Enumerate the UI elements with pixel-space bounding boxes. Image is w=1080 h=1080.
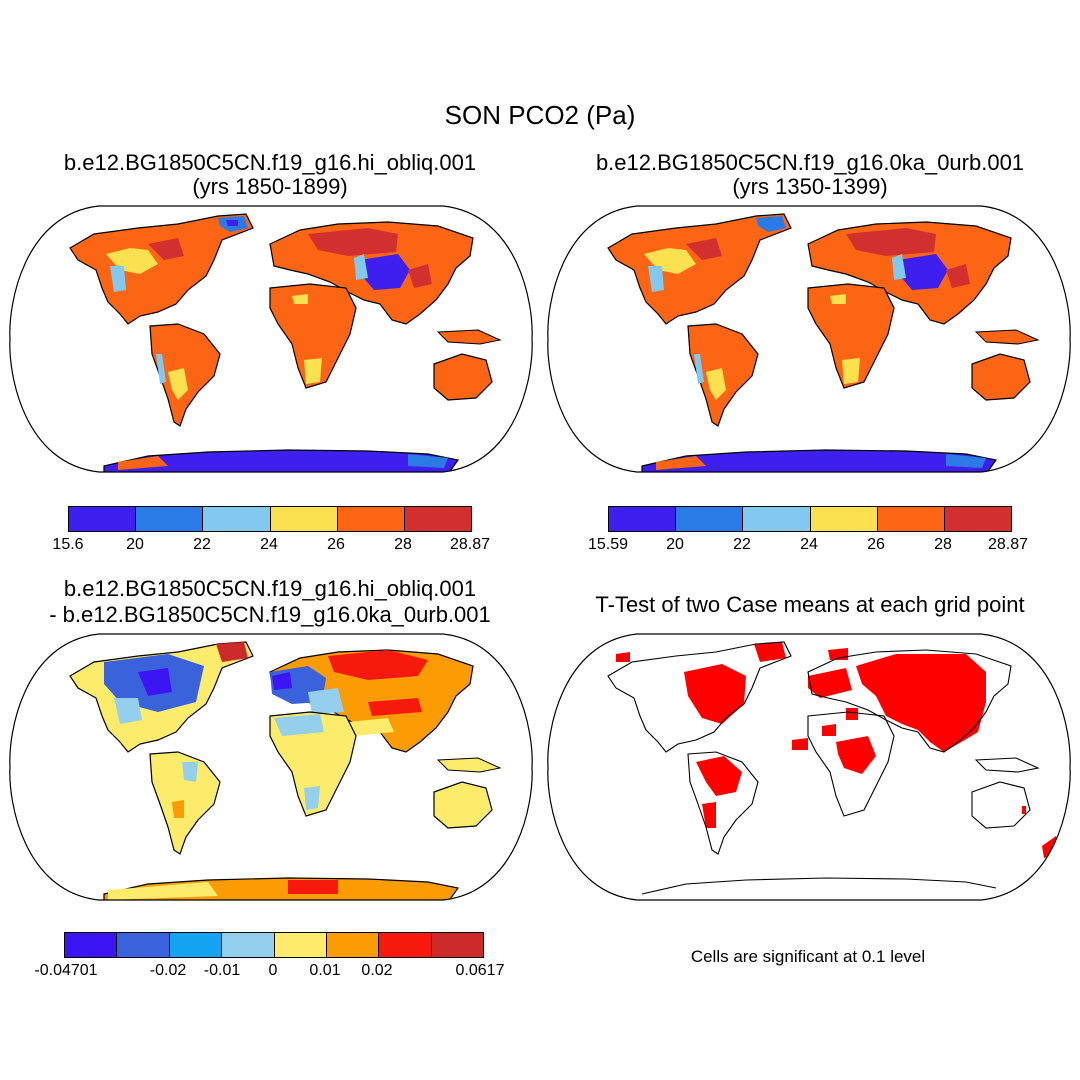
colorbar-segment: [609, 507, 677, 531]
colorbar-bottom-left: [64, 932, 484, 958]
antarctica: [103, 449, 460, 472]
colorbar-label: 24: [800, 536, 818, 553]
colorbar-segment: [743, 507, 811, 531]
colorbar-segment: [169, 933, 223, 957]
south-america: [149, 751, 221, 855]
colorbar-label: -0.02: [149, 962, 187, 979]
panel-subtitle-bottom-left: - b.e12.BG1850C5CN.f19_g16.0ka_0urb.001: [49, 602, 491, 627]
north-america: [607, 213, 792, 325]
colorbar-label: 22: [193, 536, 211, 553]
panel-title-bottom-right: T-Test of two Case means at each grid po…: [595, 592, 1025, 617]
colorbar-segment: [270, 507, 338, 531]
colorbar-label: 28.87: [987, 536, 1029, 553]
panel-title-top-right: b.e12.BG1850C5CN.f19_g16.0ka_0urb.001: [595, 150, 1025, 175]
colorbar-segment: [431, 933, 483, 957]
colorbar-label: 22: [733, 536, 751, 553]
colorbar-segment: [65, 933, 118, 957]
colorbar-segment: [404, 507, 472, 531]
colorbar-top-left: [68, 506, 472, 532]
colorbar-label: 15.59: [587, 536, 629, 553]
australia: [971, 353, 1031, 401]
colorbar-segment: [117, 933, 170, 957]
colorbar-segment: [203, 507, 271, 531]
colorbar-segment: [379, 933, 432, 957]
colorbar-label: 15.6: [52, 536, 84, 553]
colorbar-label: 0.01: [309, 962, 341, 979]
colorbar-label: 28: [934, 536, 952, 553]
significant-cells: [616, 642, 1058, 858]
australia: [433, 781, 493, 829]
colorbar-label: 24: [260, 536, 278, 553]
colorbar-label: 20: [666, 536, 684, 553]
significance-note: Cells are significant at 0.1 level: [690, 947, 926, 966]
colorbar-segment: [69, 507, 137, 531]
colorbar-label: 26: [867, 536, 885, 553]
colorbar-segment: [877, 507, 945, 531]
africa: [807, 283, 895, 389]
colorbar-segment: [326, 933, 380, 957]
north-america: [69, 213, 254, 325]
australia: [433, 353, 493, 401]
map-top-right: [547, 205, 1071, 473]
colorbar-label: 0.0617: [455, 962, 505, 979]
colorbar-label: 26: [327, 536, 345, 553]
africa: [269, 711, 357, 817]
colorbar-label: 0.02: [361, 962, 393, 979]
panel-subtitle-top-left: (yrs 1850-1899): [192, 174, 348, 199]
colorbar-segment: [676, 507, 744, 531]
colorbar-segment: [222, 933, 275, 957]
main-title: SON PCO2 (Pa): [444, 100, 636, 130]
panel-subtitle-top-right: (yrs 1350-1399): [732, 174, 888, 199]
antarctica: [641, 449, 998, 472]
map-top-left: [9, 205, 533, 473]
colorbar-label: 0: [268, 962, 278, 979]
colorbar-segment: [810, 507, 878, 531]
colorbar-segment: [136, 507, 204, 531]
colorbar-label: 28: [394, 536, 412, 553]
map-bottom-left: [9, 633, 533, 901]
colorbar-label: -0.04701: [34, 962, 98, 979]
colorbar-label: -0.01: [203, 962, 241, 979]
panel-title-top-left: b.e12.BG1850C5CN.f19_g16.hi_obliq.001: [63, 150, 477, 175]
panel-title-bottom-left: b.e12.BG1850C5CN.f19_g16.hi_obliq.001: [63, 576, 477, 601]
map-bottom-right: [547, 633, 1071, 901]
colorbar-segment: [337, 507, 405, 531]
africa: [269, 283, 357, 389]
colorbar-label: 28.87: [449, 536, 491, 553]
colorbar-top-right: [608, 506, 1012, 532]
colorbar-label: 20: [126, 536, 144, 553]
colorbar-segment: [944, 507, 1012, 531]
colorbar-segment: [274, 933, 327, 957]
